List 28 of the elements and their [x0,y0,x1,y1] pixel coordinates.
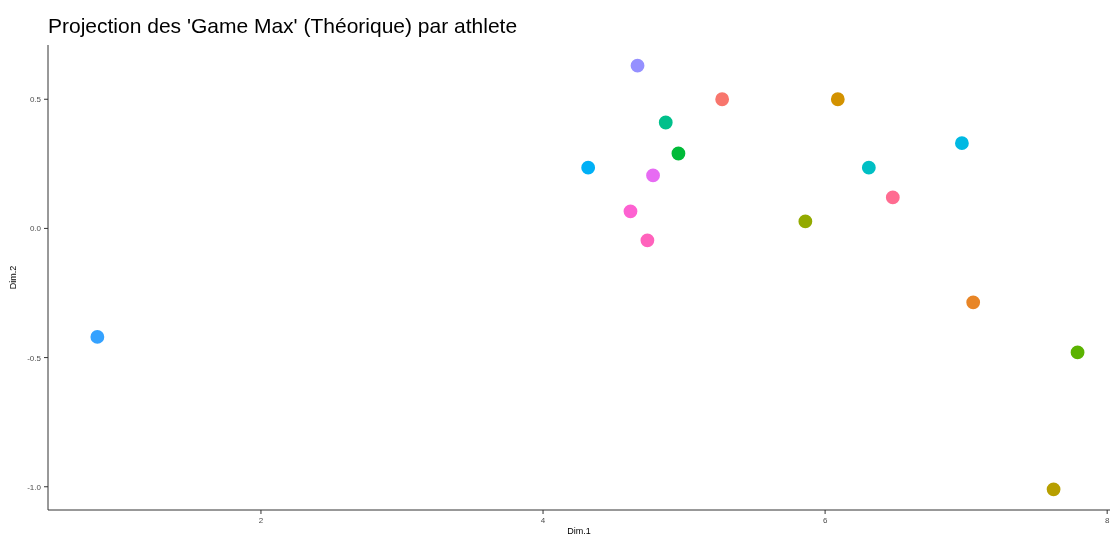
point [966,295,981,310]
x-tick-label: 4 [540,516,546,525]
x-tick-label: 8 [1104,516,1110,525]
chart-title: Projection des 'Game Max' (Théorique) par athlete [48,14,518,37]
x-axis-title: Dim.1 [567,526,591,536]
point [861,160,876,175]
point [715,92,730,107]
point [830,92,845,107]
y-tick-label: -0.5 [27,353,42,363]
y-axis-title: Dim.2 [8,265,18,290]
point [630,58,645,73]
y-tick-label: -1.0 [27,482,42,492]
point [90,330,105,344]
x-tick-label: 6 [822,516,828,525]
x-tick-label: 2 [258,516,264,525]
point [623,204,638,219]
point [798,214,813,229]
point [955,136,969,151]
point [1046,482,1061,497]
y-tick-label: 0.5 [29,95,42,105]
point [640,233,655,248]
y-tick-label: 0.0 [29,224,42,234]
point [1070,345,1085,360]
point [658,115,673,130]
point [581,160,596,175]
point [885,190,900,205]
point [646,168,660,183]
point [671,146,686,161]
